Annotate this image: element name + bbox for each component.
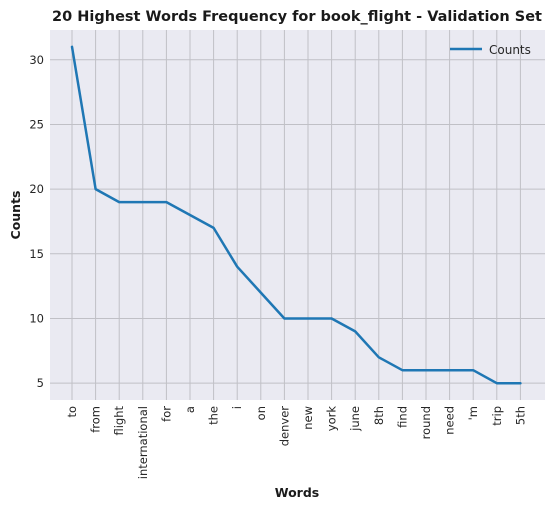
x-tick-label-3: international — [136, 406, 150, 479]
series-line-counts — [70, 45, 522, 385]
x-axis-label: Words — [275, 485, 319, 500]
x-tick-label-16: need — [443, 406, 457, 435]
x-tick-label-2: flight — [112, 406, 126, 436]
y-tick-label-25: 25 — [29, 117, 44, 131]
x-tick-label-13: 8th — [372, 406, 386, 425]
x-tick-label-19: 5th — [513, 406, 527, 425]
plot-area — [50, 30, 545, 400]
y-tick-label-5: 5 — [37, 376, 44, 390]
x-tick-label-10: new — [301, 406, 315, 430]
x-tick-label-17: 'm — [466, 406, 480, 420]
x-tick-label-8: on — [254, 406, 268, 420]
x-tick-label-6: the — [207, 406, 221, 425]
y-tick-label-10: 10 — [29, 311, 44, 325]
y-tick-label-30: 30 — [29, 53, 44, 67]
x-tick-label-11: york — [325, 406, 339, 432]
legend: Counts — [450, 43, 531, 57]
grid-lines — [50, 30, 545, 400]
y-axis-label: Counts — [8, 191, 23, 240]
x-axis-ticks: to from flight international for a the i on denve… — [65, 406, 527, 480]
x-tick-label-18: trip — [490, 406, 504, 426]
x-tick-label-12: june — [348, 406, 362, 432]
y-axis-ticks: 5 10 15 20 25 30 — [29, 53, 44, 390]
x-tick-label-1: from — [89, 406, 103, 433]
x-tick-label-15: round — [419, 406, 433, 439]
x-tick-label-14: find — [395, 406, 409, 428]
series-lines — [70, 45, 522, 385]
x-tick-label-0: to — [65, 406, 79, 418]
x-tick-label-5: a — [183, 406, 197, 413]
legend-label-counts: Counts — [489, 43, 531, 57]
chart-title: 20 Highest Words Frequency for book_flig… — [52, 9, 542, 25]
x-tick-label-9: denver — [277, 406, 291, 447]
y-tick-label-20: 20 — [29, 182, 44, 196]
x-tick-label-4: for — [159, 406, 173, 422]
x-tick-label-7: i — [230, 406, 244, 409]
y-tick-label-15: 15 — [29, 247, 44, 261]
